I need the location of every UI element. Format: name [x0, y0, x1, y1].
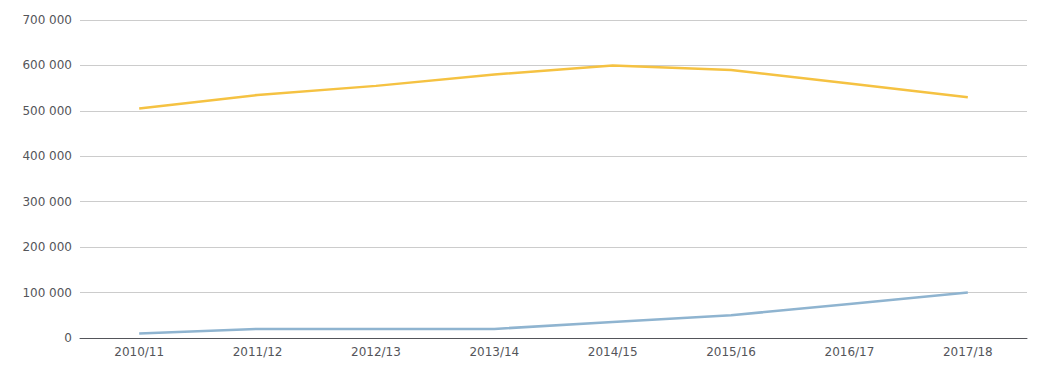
- svg-text:700 000: 700 000: [22, 13, 72, 27]
- svg-text:2015/16: 2015/16: [706, 345, 756, 359]
- svg-text:2013/14: 2013/14: [469, 345, 519, 359]
- svg-text:100 000: 100 000: [22, 286, 72, 300]
- svg-text:400 000: 400 000: [22, 149, 72, 163]
- svg-text:500 000: 500 000: [22, 104, 72, 118]
- svg-text:300 000: 300 000: [22, 195, 72, 209]
- svg-text:0: 0: [64, 331, 72, 345]
- svg-text:2016/17: 2016/17: [825, 345, 875, 359]
- svg-text:2017/18: 2017/18: [943, 345, 993, 359]
- svg-text:200 000: 200 000: [22, 240, 72, 254]
- svg-text:2014/15: 2014/15: [588, 345, 638, 359]
- svg-text:2010/11: 2010/11: [114, 345, 164, 359]
- svg-text:2012/13: 2012/13: [351, 345, 401, 359]
- svg-text:600 000: 600 000: [22, 58, 72, 72]
- svg-text:2011/12: 2011/12: [233, 345, 283, 359]
